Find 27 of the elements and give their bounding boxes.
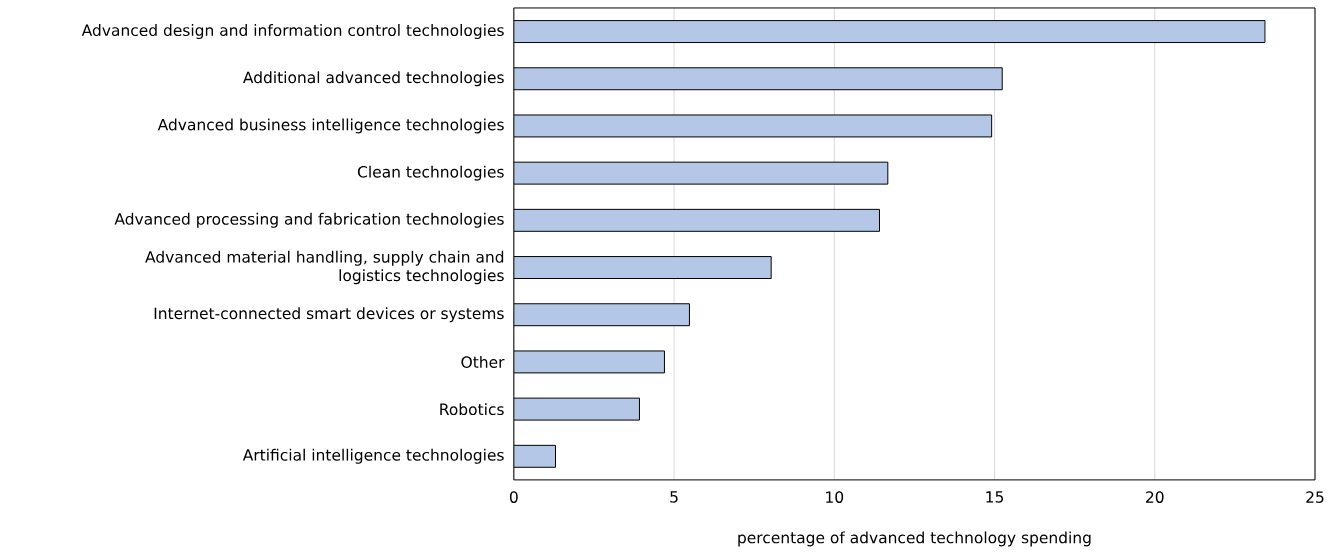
bar	[513, 303, 690, 327]
x-tick-label: 10	[826, 491, 844, 504]
y-tick-label: Robotics	[440, 403, 504, 416]
y-tick-label: Artificial intelligence technologies	[242, 448, 504, 464]
bar	[513, 256, 772, 280]
y-tick-label: Advanced processing and fabrication technologies	[114, 212, 504, 228]
bar	[513, 161, 889, 185]
x-tick-label: 15	[986, 491, 1004, 503]
x-tick-label: 5	[670, 491, 678, 503]
y-tick-label: Other	[461, 356, 505, 369]
bar	[513, 67, 1003, 91]
x-axis-title: percentage of advanced technology spending	[738, 531, 1091, 547]
bar	[513, 444, 556, 468]
y-tick-label: Clean technologies	[357, 165, 504, 181]
bar	[513, 114, 993, 138]
bar	[513, 397, 640, 421]
y-tick-label: Additional advanced technologies	[243, 71, 504, 87]
y-tick-label: Advanced material handling, supply chain and logistics technologies	[145, 250, 504, 285]
x-tick-label: 0	[509, 491, 518, 504]
x-tick-label: 20	[1146, 491, 1164, 504]
y-tick-label: Advanced design and information control technologies	[81, 24, 504, 40]
x-tick-label: 25	[1306, 491, 1324, 504]
y-tick-label: Internet-connected smart devices or systems	[154, 307, 504, 323]
bar	[513, 208, 880, 232]
bar	[513, 350, 665, 374]
y-tick-label: Advanced business intelligence technologies	[157, 118, 504, 134]
bar	[513, 20, 1266, 44]
